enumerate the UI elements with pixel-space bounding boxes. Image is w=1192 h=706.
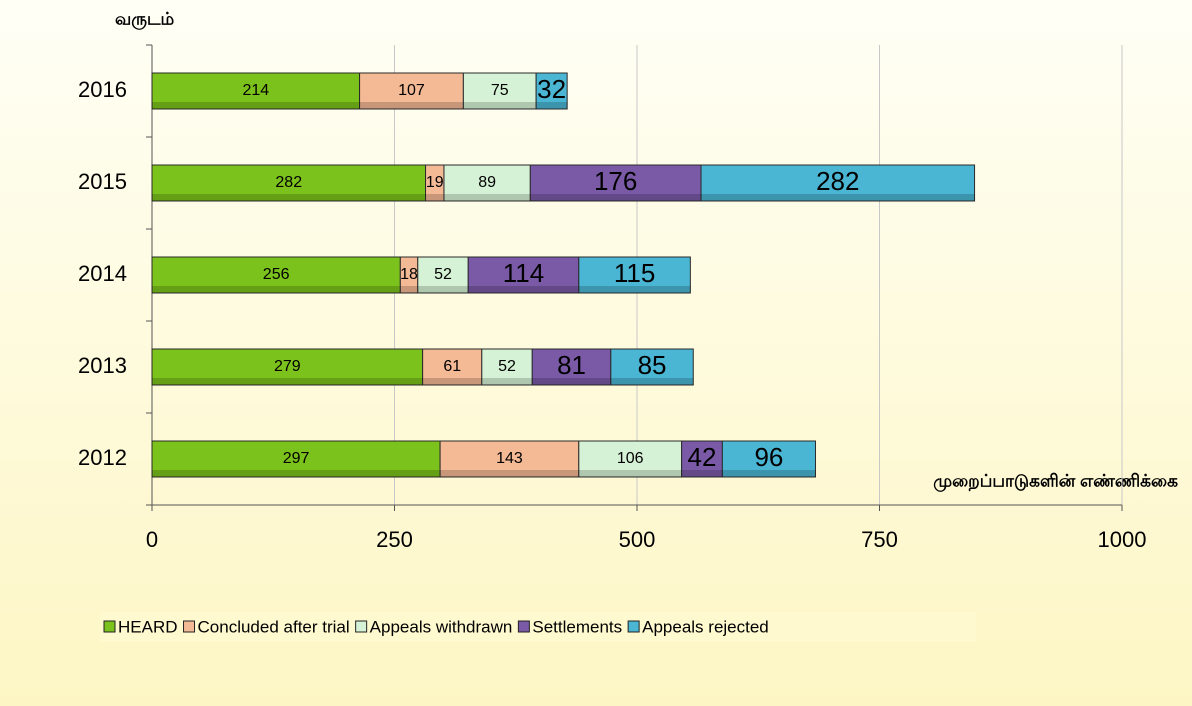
bar-segment (151, 256, 401, 294)
bar-shade (468, 286, 579, 293)
data-label: 96 (754, 442, 783, 472)
x-tick-label: 500 (619, 527, 656, 552)
bar-shade (152, 286, 401, 293)
data-label: 89 (478, 174, 496, 191)
bar-shade (417, 286, 469, 293)
y-tick-label: 2014 (78, 261, 127, 286)
bar-segment (578, 256, 691, 294)
data-label: 61 (443, 358, 461, 375)
bar-shade (152, 378, 423, 385)
x-tick-label: 750 (861, 527, 898, 552)
data-label: 52 (498, 358, 516, 375)
legend-swatch (183, 620, 196, 633)
bar-segment (359, 72, 464, 110)
bar-segment (422, 348, 483, 386)
y-axis-label: வருடம் (115, 9, 175, 29)
bar-segment (151, 72, 361, 110)
bar-segment (151, 164, 427, 202)
data-label: 52 (434, 266, 452, 283)
y-tick-label: 2012 (78, 445, 127, 470)
bar-segment (462, 72, 537, 110)
legend-label: HEARD (118, 617, 178, 636)
data-label: 143 (496, 450, 523, 467)
legend-swatch (103, 620, 116, 633)
data-label: 282 (816, 166, 859, 196)
bar-shade (481, 378, 533, 385)
bar-segment (610, 348, 694, 386)
bar-shade (152, 470, 441, 477)
legend-box (100, 612, 976, 642)
bar-shade (532, 378, 611, 385)
bar-shade (443, 194, 531, 201)
data-label: 85 (638, 350, 667, 380)
bar-shade (152, 102, 360, 109)
bar-shade (400, 286, 418, 293)
data-label: 115 (614, 258, 655, 288)
data-label: 282 (275, 174, 302, 191)
bar-shade (422, 378, 482, 385)
legend-swatch (517, 620, 530, 633)
data-label: 214 (242, 82, 269, 99)
bar-shade (530, 194, 702, 201)
bar-shade (722, 470, 816, 477)
y-tick-label: 2015 (78, 169, 127, 194)
legend-label: Concluded after trial (198, 617, 350, 636)
x-axis-label: முறைப்பாடுகளின் எண்ணிக்கை (933, 471, 1178, 491)
bar-shade (359, 102, 464, 109)
bar-shade (440, 470, 579, 477)
x-tick-label: 0 (146, 527, 158, 552)
data-label: 19 (426, 174, 444, 191)
data-label: 106 (617, 450, 644, 467)
bar-shade (681, 470, 723, 477)
legend-label: Appeals withdrawn (370, 617, 513, 636)
data-label: 114 (503, 258, 544, 288)
legend-label: Settlements (532, 617, 622, 636)
bar-segment (529, 164, 702, 202)
bar-segment (467, 256, 580, 294)
data-label: 42 (688, 442, 717, 472)
bar-segment (417, 256, 469, 294)
x-tick-label: 1000 (1098, 527, 1147, 552)
bar-segment (481, 348, 533, 386)
bar-shade (425, 194, 444, 201)
bar-segment (531, 348, 612, 386)
bar-segment (535, 72, 568, 110)
data-label: 107 (398, 82, 425, 99)
data-label: 297 (283, 450, 310, 467)
data-label: 18 (400, 266, 418, 283)
legend-label: Appeals rejected (642, 617, 769, 636)
y-tick-label: 2016 (78, 77, 127, 102)
bar-shade (701, 194, 975, 201)
bar-segment (578, 440, 683, 478)
bar-shade (610, 378, 694, 385)
data-label: 279 (274, 358, 301, 375)
data-label: 256 (263, 266, 290, 283)
legend-swatch (355, 620, 368, 633)
bar-shade (463, 102, 537, 109)
data-label: 75 (491, 82, 509, 99)
y-tick-label: 2013 (78, 353, 127, 378)
x-tick-label: 250 (376, 527, 413, 552)
bar-shade (578, 286, 691, 293)
legend-swatch (627, 620, 640, 633)
data-label: 176 (594, 166, 637, 196)
bar-segment (700, 164, 976, 202)
bar-shade (536, 102, 568, 109)
bar-shade (152, 194, 426, 201)
data-label: 32 (537, 74, 566, 104)
bar-segment (151, 348, 424, 386)
bar-segment (721, 440, 816, 478)
bar-segment (443, 164, 531, 202)
data-label: 81 (557, 350, 586, 380)
bar-shade (578, 470, 682, 477)
bar-segment (439, 440, 580, 478)
